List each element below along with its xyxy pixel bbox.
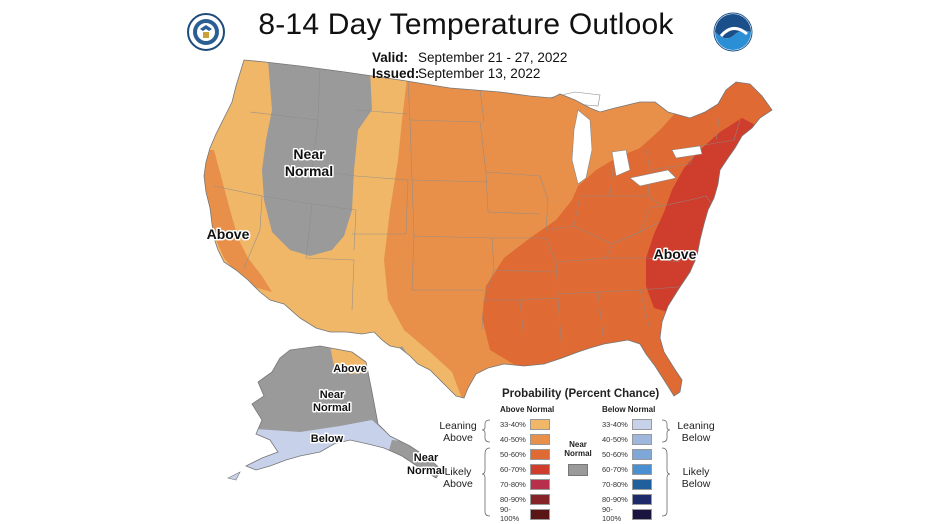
legend-above-header: Above Normal xyxy=(500,405,555,414)
likely-below-line-2: Below xyxy=(681,478,711,490)
legend-leaning-above: Leaning Above xyxy=(428,420,488,444)
legend-above-bin-row: 90-100% xyxy=(500,505,550,523)
issued-value: September 13, 2022 xyxy=(418,66,541,81)
legend-above-bin-swatch xyxy=(530,508,550,520)
legend-above-bin-row: 50-60% xyxy=(500,448,550,460)
legend-title: Probability (Percent Chance) xyxy=(502,388,660,400)
legend-below-bin-swatch xyxy=(632,478,652,490)
legend: Probability (Percent Chance) Above Norma… xyxy=(430,384,730,524)
likely-above-line-1: Likely xyxy=(444,466,472,478)
legend-likely-above: Likely Above xyxy=(428,466,488,490)
legend-below-bin-swatch xyxy=(632,433,652,445)
issued-label: Issued: xyxy=(372,66,420,81)
label-alaska-se-near-normal-1: Near xyxy=(414,452,439,464)
state-boundaries xyxy=(213,65,741,355)
label-above-west: Above xyxy=(207,226,250,242)
near-normal-line-1: Near xyxy=(569,440,587,449)
legend-below-bin-row: 80-90% xyxy=(602,493,652,505)
legend-above-bin-range-label: 80-90% xyxy=(500,494,526,504)
legend-above-bin-row: 80-90% xyxy=(500,493,550,505)
legend-above-bin-range-label: 50-60% xyxy=(500,449,526,459)
legend-above-bin-range-label: 60-70% xyxy=(500,464,526,474)
legend-above-bin-range-label: 33-40% xyxy=(500,419,526,429)
legend-below-bin-swatch xyxy=(632,508,652,520)
legend-below-bin-swatch xyxy=(632,463,652,475)
legend-below-bin-row: 60-70% xyxy=(602,463,652,475)
legend-below-header: Below Normal xyxy=(602,405,656,414)
valid-value: September 21 - 27, 2022 xyxy=(418,50,568,65)
label-alaska-below: Below xyxy=(311,433,344,445)
valid-issued-block: Valid: September 21 - 27, 2022 Issued:Sep… xyxy=(372,50,567,82)
leaning-above-line-2: Above xyxy=(443,432,473,444)
legend-below-bin-row: 33-40% xyxy=(602,418,652,430)
legend-likely-below: Likely Below xyxy=(666,466,726,490)
legend-above-bin-swatch xyxy=(530,463,550,475)
commerce-seal-icon xyxy=(187,13,225,51)
lake-michigan xyxy=(571,109,703,187)
near-normal-line-2: Normal xyxy=(564,449,592,458)
legend-below-bin-row: 50-60% xyxy=(602,448,652,460)
legend-above-bin-row: 40-50% xyxy=(500,433,550,445)
label-alaska-near-normal-2: Normal xyxy=(313,402,351,414)
leaning-below-line-1: Leaning xyxy=(677,420,715,432)
legend-below-bin-range-label: 90-100% xyxy=(602,505,622,523)
legend-above-bin-swatch xyxy=(530,478,550,490)
legend-leaning-below: Leaning Below xyxy=(666,420,726,444)
likely-above-line-2: Above xyxy=(443,478,473,490)
legend-below-bin-row: 40-50% xyxy=(602,433,652,445)
legend-above-bin-swatch xyxy=(530,433,550,445)
legend-above-bin-row: 70-80% xyxy=(500,478,550,490)
legend-below-bin-range-label: 33-40% xyxy=(602,419,628,429)
legend-near-normal-label: Near Normal xyxy=(563,440,593,458)
label-alaska-above: Above xyxy=(333,363,367,375)
conus-outline xyxy=(203,59,773,399)
legend-below-bin-swatch xyxy=(632,448,652,460)
legend-below-bin-range-label: 70-80% xyxy=(602,479,628,489)
legend-below-bin-swatch xyxy=(632,418,652,430)
legend-braces-left xyxy=(482,419,491,517)
label-near-normal-west-1: Near xyxy=(293,146,325,162)
leaning-below-line-2: Below xyxy=(681,432,711,444)
noaa-logo-icon xyxy=(713,12,753,52)
legend-below-bin-range-label: 60-70% xyxy=(602,464,628,474)
legend-above-bin-swatch xyxy=(530,493,550,505)
legend-above-bin-row: 33-40% xyxy=(500,418,550,430)
likely-below-line-1: Likely xyxy=(682,466,710,478)
legend-below-bin-row: 70-80% xyxy=(602,478,652,490)
map-labels: Near Normal Above Above Above Near Norma… xyxy=(205,145,698,479)
valid-label: Valid: xyxy=(372,50,409,65)
legend-below-bin-range-label: 50-60% xyxy=(602,449,628,459)
page-title: 8-14 Day Temperature Outlook xyxy=(258,8,674,41)
legend-above-bin-row: 60-70% xyxy=(500,463,550,475)
legend-above-bin-range-label: 70-80% xyxy=(500,479,526,489)
legend-above-bin-swatch xyxy=(530,448,550,460)
label-near-normal-west-2: Normal xyxy=(285,163,333,179)
legend-below-bin-row: 90-100% xyxy=(602,505,652,523)
legend-above-bin-swatch xyxy=(530,418,550,430)
legend-braces-right xyxy=(661,419,670,517)
legend-below-bin-range-label: 40-50% xyxy=(602,434,628,444)
legend-near-normal-swatch xyxy=(568,464,588,476)
leaning-above-line-1: Leaning xyxy=(439,420,477,432)
legend-below-bin-range-label: 80-90% xyxy=(602,494,628,504)
legend-below-bin-swatch xyxy=(632,493,652,505)
label-alaska-near-normal-1: Near xyxy=(320,389,345,401)
label-alaska-se-near-normal-2: Normal xyxy=(407,465,445,477)
legend-above-bin-range-label: 90-100% xyxy=(500,505,520,523)
legend-above-bin-range-label: 40-50% xyxy=(500,434,526,444)
label-above-east: Above xyxy=(654,246,697,262)
